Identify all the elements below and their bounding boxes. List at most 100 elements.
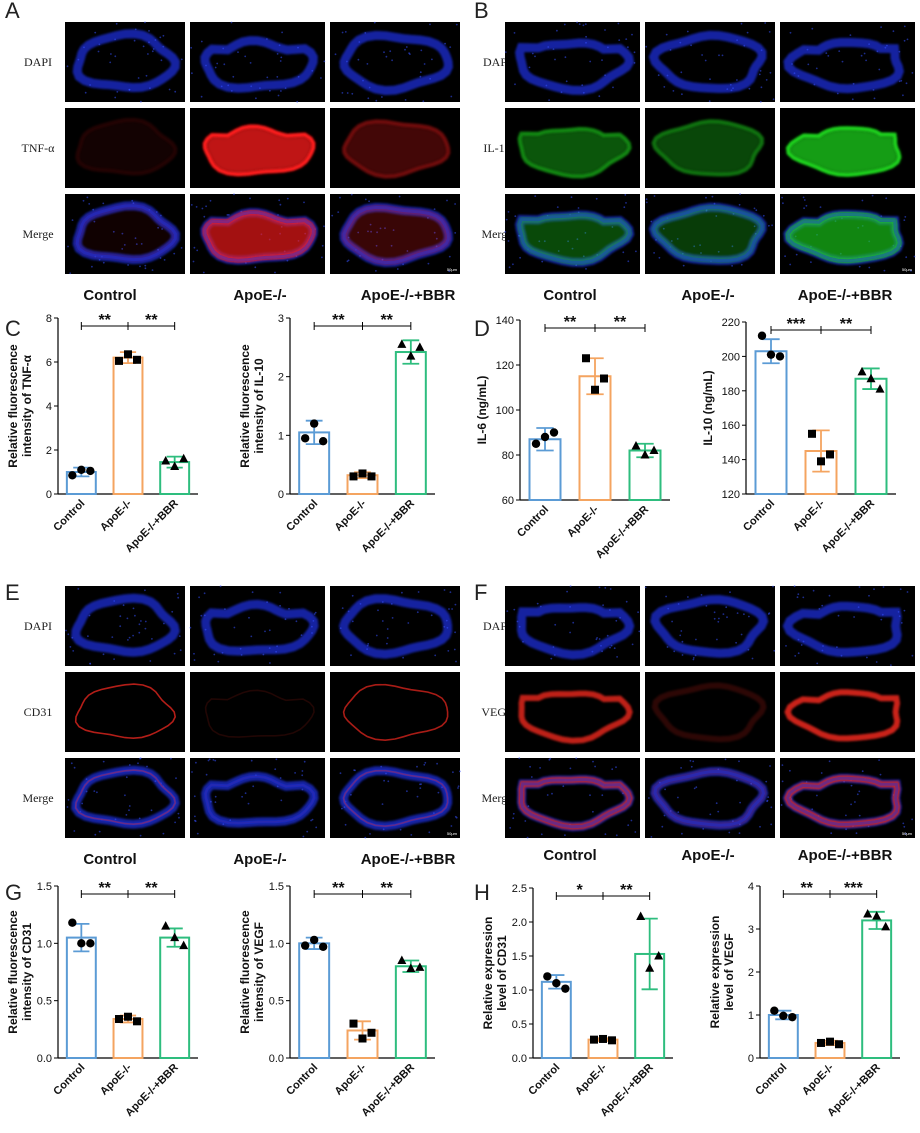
merge-ring xyxy=(786,212,901,263)
nucleus-dot xyxy=(513,32,516,34)
y-axis-label-line: intensity of IL-10 xyxy=(252,358,266,454)
nucleus-dot xyxy=(203,614,206,617)
nucleus-dot xyxy=(102,653,105,656)
micrograph-tile xyxy=(65,586,185,666)
nucleus-dot xyxy=(718,54,720,57)
nucleus-dot xyxy=(633,62,636,64)
micrograph-tile xyxy=(645,672,775,752)
nucleus-dot xyxy=(554,623,557,626)
nucleus-dot xyxy=(634,831,637,833)
nucleus-dot xyxy=(760,86,763,89)
nucleus-dot xyxy=(680,630,683,632)
nucleus-dot xyxy=(534,55,536,58)
nucleus-dot xyxy=(368,86,371,89)
nucleus-dot xyxy=(448,270,451,272)
nucleus-dot xyxy=(795,253,798,256)
micrograph-tile xyxy=(65,21,185,103)
nucleus-dot xyxy=(310,819,312,822)
nucleus-dot xyxy=(454,203,456,205)
nucleus-dot xyxy=(416,765,418,768)
data-point-circle xyxy=(561,984,570,993)
dapi-ring xyxy=(514,38,635,95)
nucleus-dot xyxy=(505,218,508,221)
data-point-triangle xyxy=(179,940,189,950)
micrograph-tile xyxy=(780,22,915,102)
nucleus-dot xyxy=(303,760,306,763)
nucleus-dot xyxy=(284,618,287,621)
nucleus-dot xyxy=(900,79,903,82)
micrograph-tile xyxy=(330,108,460,188)
micrograph-tile xyxy=(190,21,326,103)
group-label: ApoE-/-+BBR xyxy=(361,851,456,868)
nucleus-dot xyxy=(240,210,243,213)
nucleus-dot xyxy=(334,53,337,56)
nucleus-dot xyxy=(828,760,831,763)
data-point-square xyxy=(115,356,123,365)
nucleus-dot xyxy=(906,38,909,41)
nucleus-dot xyxy=(836,92,839,95)
nucleus-dot xyxy=(615,766,617,769)
nucleus-dot xyxy=(828,594,831,597)
bar-chart: 0 1 2 3 4 Relative expressionlevel of VEGF Con… xyxy=(708,880,900,1119)
nucleus-dot xyxy=(364,198,367,201)
data-point-triangle xyxy=(866,373,876,383)
nucleus-dot xyxy=(553,654,556,656)
nucleus-dot xyxy=(359,603,362,605)
nucleus-dot xyxy=(681,832,683,835)
nucleus-dot xyxy=(301,774,304,777)
nucleus-dot xyxy=(125,814,128,816)
nucleus-dot xyxy=(607,46,609,49)
micrograph-tile xyxy=(65,108,185,188)
nucleus-dot xyxy=(767,613,770,615)
nucleus-dot xyxy=(807,63,810,66)
bar-control xyxy=(65,936,97,1059)
nucleus-dot xyxy=(504,231,507,233)
nucleus-dot xyxy=(89,84,91,86)
nucleus-dot xyxy=(852,82,855,85)
nucleus-dot xyxy=(381,96,383,98)
nucleus-dot xyxy=(671,620,673,623)
nucleus-dot xyxy=(364,836,367,839)
nucleus-dot xyxy=(178,635,181,637)
nucleus-dot xyxy=(582,24,585,27)
nucleus-dot xyxy=(540,833,543,836)
significance-label: ** xyxy=(620,882,633,899)
x-tick-label: Control xyxy=(741,498,777,534)
nucleus-dot xyxy=(802,640,805,643)
nucleus-dot xyxy=(295,255,298,257)
nucleus-dot xyxy=(150,809,153,812)
nucleus-dot xyxy=(214,801,217,803)
data-point-square xyxy=(349,1019,358,1028)
nucleus-dot xyxy=(314,611,317,614)
nucleus-dot xyxy=(320,77,322,79)
stain-fill xyxy=(77,119,176,174)
micrograph-tile xyxy=(190,672,325,752)
nucleus-dot xyxy=(125,776,128,779)
nucleus-dot xyxy=(900,622,903,624)
nucleus-dot xyxy=(159,36,162,39)
nucleus-dot xyxy=(726,616,728,619)
nucleus-dot xyxy=(190,204,193,206)
nucleus-dot xyxy=(170,757,172,760)
nucleus-dot xyxy=(902,94,904,97)
nucleus-dot xyxy=(239,647,242,650)
nucleus-dot xyxy=(148,41,150,44)
x-tick-label: ApoE-/- xyxy=(98,497,134,533)
nucleus-dot xyxy=(217,660,220,663)
y-tick-label: 2.0 xyxy=(512,917,527,929)
nucleus-dot xyxy=(758,73,761,76)
nucleus-dot xyxy=(362,79,364,82)
nucleus-dot xyxy=(903,825,906,828)
y-tick-label: 1.5 xyxy=(269,881,284,893)
nucleus-dot xyxy=(98,258,101,261)
nucleus-dot xyxy=(275,758,278,761)
y-tick-label: 1.0 xyxy=(269,938,284,950)
nucleus-dot xyxy=(822,645,824,647)
nucleus-dot xyxy=(446,199,448,202)
y-axis-label-line: level of VEGF xyxy=(722,933,736,1010)
nucleus-dot xyxy=(344,31,347,33)
data-point-square xyxy=(115,1015,123,1024)
data-point-circle xyxy=(531,439,541,448)
stain-ring xyxy=(342,683,449,742)
